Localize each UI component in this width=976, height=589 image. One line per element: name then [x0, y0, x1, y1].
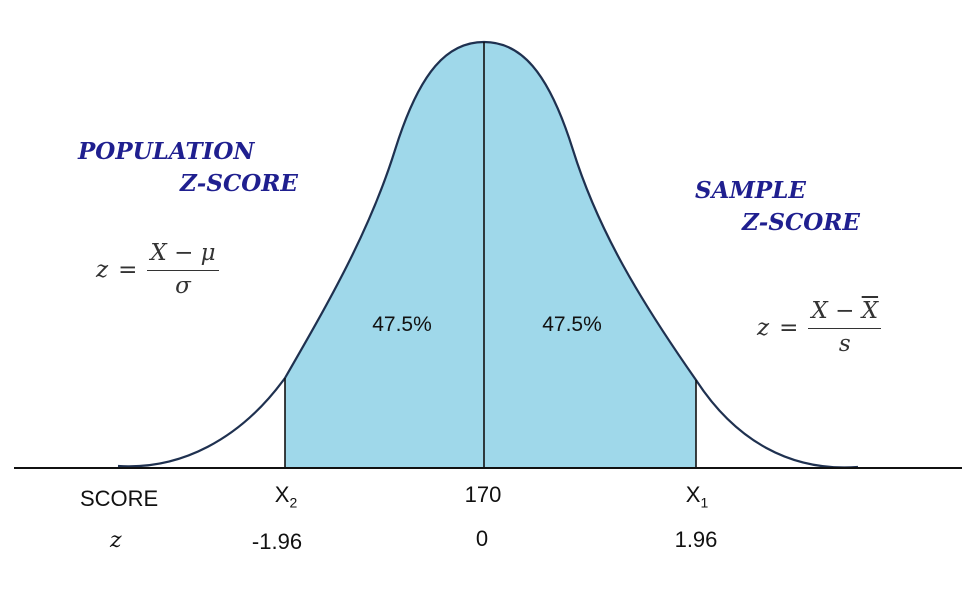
formula-fraction: X − X s [808, 298, 882, 357]
z-right-value: 1.96 [674, 527, 718, 552]
left-region-percent: 47.5% [372, 313, 432, 336]
formula-numerator: X − X [808, 298, 882, 329]
sample-mean-symbol: X [861, 298, 879, 324]
sample-title-line1: SAMPLE [695, 177, 806, 204]
x2-symbol: X [274, 482, 290, 507]
score-right-x1: X1 [686, 482, 708, 510]
formula-denominator: σ [175, 273, 191, 299]
score-left-x2: X2 [275, 482, 297, 510]
x2-subscript: 2 [289, 494, 298, 511]
shaded-central-region [285, 42, 696, 468]
x1-symbol: X [685, 482, 701, 507]
population-zscore-formula: z = X − μ σ [96, 240, 219, 299]
sample-zscore-formula: z = X − X s [757, 298, 882, 357]
formula-numerator: X − μ [147, 240, 219, 271]
z-center-value: 0 [475, 526, 489, 551]
z-left-value: -1.96 [251, 529, 303, 554]
sample-title-line2: Z-SCORE [742, 209, 860, 236]
formula-equals: = [779, 314, 799, 341]
z-row-label: z [110, 528, 122, 553]
formula-denominator: s [838, 331, 851, 357]
x1-subscript: 1 [700, 494, 709, 511]
right-region-percent: 47.5% [542, 313, 602, 336]
population-title-line2: Z-SCORE [180, 170, 298, 197]
formula-lhs: z [96, 256, 109, 283]
formula-lhs: z [757, 314, 770, 341]
formula-equals: = [118, 256, 138, 283]
score-row-label: SCORE [80, 486, 159, 511]
population-title-line1: POPULATION [78, 138, 255, 165]
score-center-value: 170 [464, 482, 502, 507]
formula-fraction: X − μ σ [147, 240, 219, 299]
numerator-x: X − [811, 298, 855, 324]
